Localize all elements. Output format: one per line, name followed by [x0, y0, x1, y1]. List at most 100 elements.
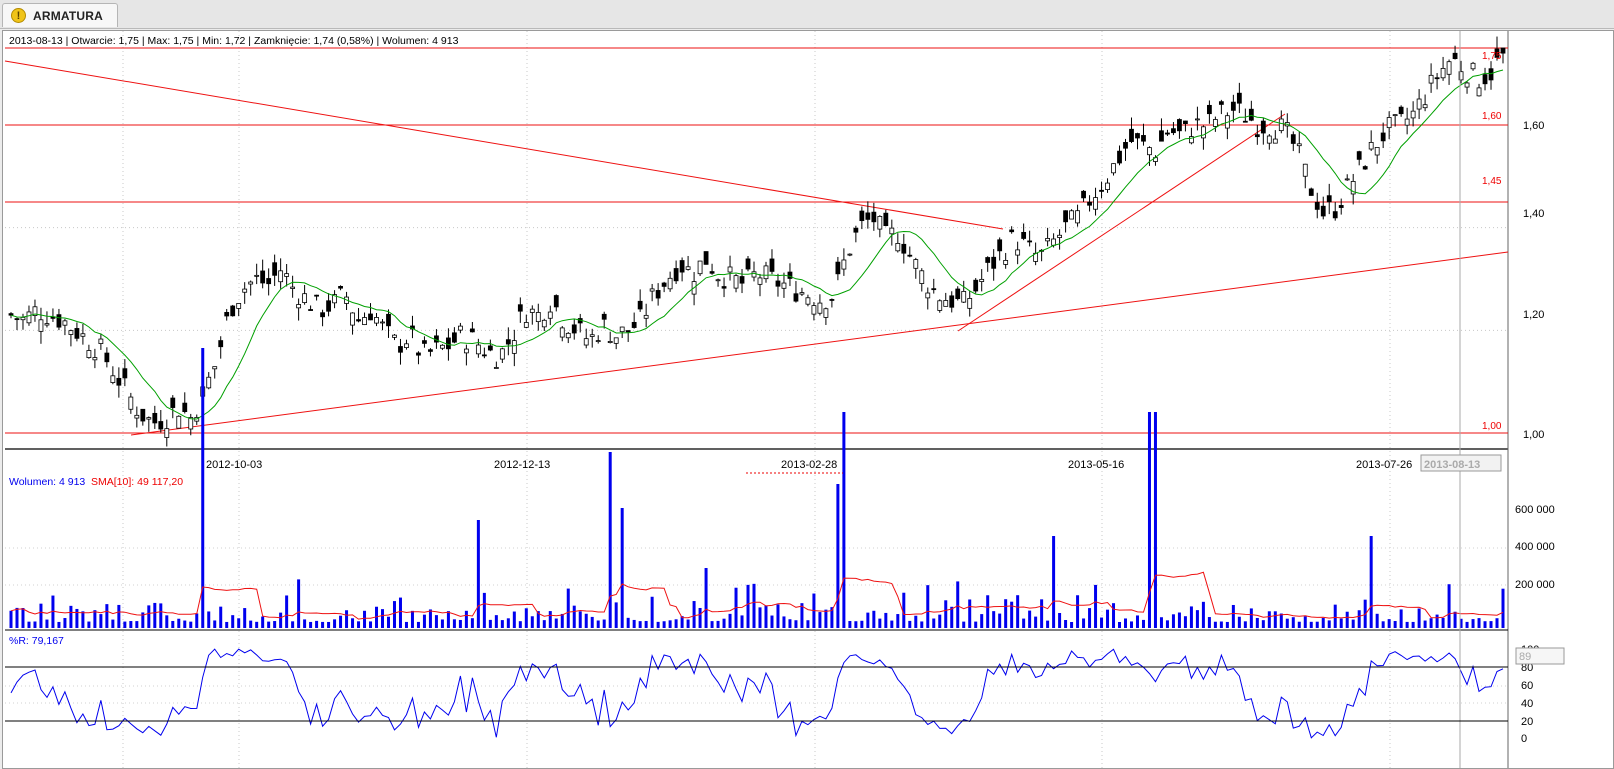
tab-armatura[interactable]: ! ARMATURA	[2, 3, 118, 27]
candle-body	[1254, 134, 1260, 138]
cursor-date: 2013-08-13	[1424, 459, 1480, 471]
volume-bar	[1393, 621, 1397, 628]
candle-body	[1434, 77, 1440, 80]
volume-bar	[39, 603, 43, 628]
candle-body	[685, 266, 691, 270]
volume-bar	[1411, 621, 1415, 628]
candle-body	[1212, 119, 1218, 127]
volume-bar	[1351, 619, 1355, 628]
candle-body	[1189, 136, 1194, 144]
volume-bar	[1387, 619, 1391, 628]
volume-bar	[1339, 618, 1343, 628]
candle-body	[1003, 259, 1009, 265]
volume-bar	[530, 616, 534, 628]
candle-body	[1057, 234, 1062, 238]
volume-ytick-label: 200 000	[1515, 579, 1555, 591]
tab-bar: ! ARMATURA	[0, 0, 1614, 29]
candle-body	[601, 313, 607, 320]
volume-bar	[135, 621, 139, 628]
volume-bar	[1333, 604, 1337, 628]
volume-bar	[686, 619, 690, 628]
volume-bar	[249, 620, 253, 628]
candle-body	[260, 270, 266, 284]
volume-bar	[920, 621, 924, 628]
volume-bar	[207, 611, 211, 628]
volume-bar	[704, 568, 708, 628]
volume-bar	[267, 621, 271, 628]
candle-body	[314, 294, 319, 297]
price-panel[interactable]	[5, 31, 1510, 449]
candle-body	[452, 332, 457, 343]
volume-bar	[1243, 621, 1247, 628]
candle-body	[697, 260, 703, 275]
volume-bar	[1501, 588, 1505, 628]
candle-body	[1135, 133, 1140, 139]
candle-body	[284, 273, 290, 277]
candle-body	[218, 340, 224, 348]
volume-bar	[339, 615, 343, 628]
candle-body	[1075, 210, 1080, 224]
candle-body	[583, 338, 589, 346]
volume-bar	[1429, 618, 1433, 628]
volume-bar	[722, 618, 726, 628]
candle-body	[98, 338, 104, 344]
uptrend-line	[130, 251, 1509, 436]
candle-body	[859, 210, 865, 222]
candle-body	[170, 397, 176, 408]
volume-bar	[536, 611, 540, 628]
volume-bar	[596, 620, 600, 628]
volume-bar	[494, 615, 498, 628]
volume-bar	[1471, 619, 1475, 628]
tab-label: ARMATURA	[33, 8, 104, 23]
stock-chart-svg[interactable]: 2013-08-13 | Otwarcie: 1,75 | Max: 1,75 …	[3, 31, 1613, 768]
volume-bar	[830, 607, 834, 628]
candle-body	[613, 337, 619, 344]
chart-frame[interactable]: 2013-08-13 | Otwarcie: 1,75 | Max: 1,75 …	[2, 30, 1614, 769]
candle-body	[1356, 151, 1362, 160]
candle-body	[1308, 188, 1314, 196]
volume-bar	[1064, 619, 1068, 628]
wr-cursor-value: 89	[1519, 651, 1531, 663]
candle-body	[1087, 201, 1092, 206]
candle-body	[883, 212, 889, 227]
candle-body	[92, 357, 98, 361]
candle-body	[943, 300, 949, 307]
volume-bar	[123, 621, 127, 628]
candle-body	[991, 256, 997, 269]
candle-body	[751, 271, 757, 278]
candle-body	[158, 421, 164, 430]
candle-body	[392, 334, 397, 338]
volume-bar	[285, 595, 289, 628]
volume-bar	[728, 613, 732, 628]
candle-body	[74, 328, 80, 339]
volume-bar	[914, 615, 918, 628]
candle-body	[1111, 163, 1116, 174]
candle-body	[985, 257, 991, 263]
trendlines	[4, 47, 1509, 436]
volume-bar	[177, 618, 181, 628]
candle-body	[511, 340, 517, 354]
candle-body	[895, 243, 901, 252]
volume-bar	[15, 607, 19, 628]
candle-body	[1069, 210, 1074, 220]
candle-body	[1392, 114, 1398, 117]
volume-bar	[650, 596, 654, 628]
volume-bar	[45, 619, 49, 628]
volume-bar	[482, 592, 486, 628]
volume-bar	[668, 620, 672, 628]
candle-body	[517, 304, 523, 312]
volume-bar	[794, 620, 798, 628]
xtick-label: 2012-12-13	[494, 459, 550, 471]
candle-body	[146, 417, 152, 420]
candle-body	[1021, 231, 1027, 239]
volume-bar	[488, 619, 492, 628]
wr-ytick-label: 60	[1521, 680, 1533, 692]
candle-body	[1183, 120, 1188, 125]
volume-bar	[1094, 584, 1098, 628]
candle-body	[1320, 205, 1326, 217]
volume-bar	[470, 618, 474, 628]
candle-body	[463, 348, 469, 354]
volume-bar	[1016, 595, 1020, 628]
volume-bar	[1315, 621, 1319, 628]
candle-body	[176, 415, 182, 429]
